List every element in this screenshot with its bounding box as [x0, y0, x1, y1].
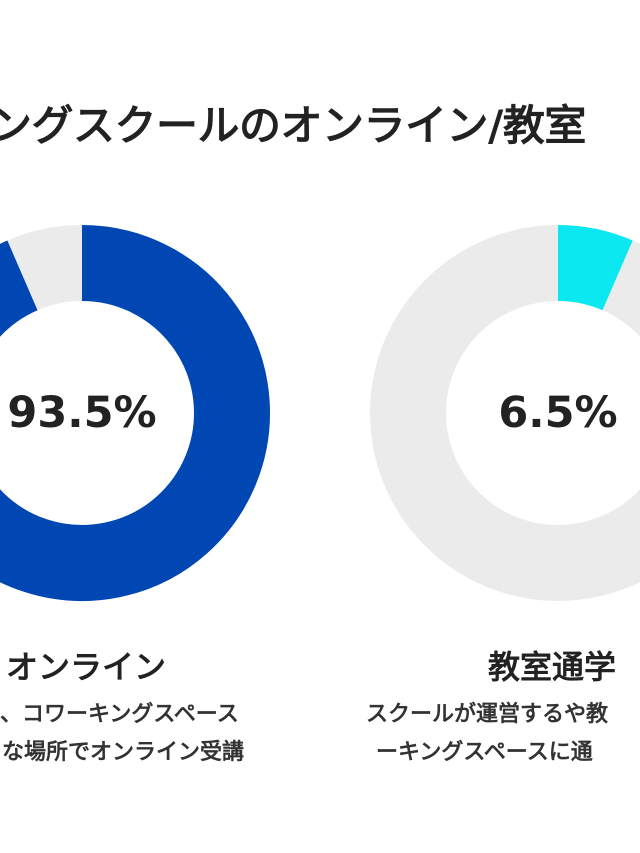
- donut-classroom-value-label: 6.5%: [498, 388, 617, 438]
- donut-online-arc: [0, 225, 270, 601]
- donut-online-value-label: 93.5%: [7, 388, 156, 438]
- caption-classroom-line-1: スクールが運営するや教: [366, 702, 609, 727]
- chart-title: ングスクールのオンライン/教室: [0, 101, 586, 150]
- caption-online-line-2: な場所でオンライン受講: [2, 740, 245, 765]
- donut-classroom: 6.5%: [370, 225, 640, 601]
- caption-online-title: オンライン: [6, 648, 167, 686]
- donut-classroom-arc: [556, 225, 633, 311]
- caption-online-line-1: 、コワーキングスペース: [0, 702, 239, 727]
- caption-classroom-title: 教室通学: [488, 648, 617, 686]
- donut-online: 93.5%: [0, 225, 270, 601]
- caption-classroom-line-2: ーキングスペースに通: [376, 740, 593, 765]
